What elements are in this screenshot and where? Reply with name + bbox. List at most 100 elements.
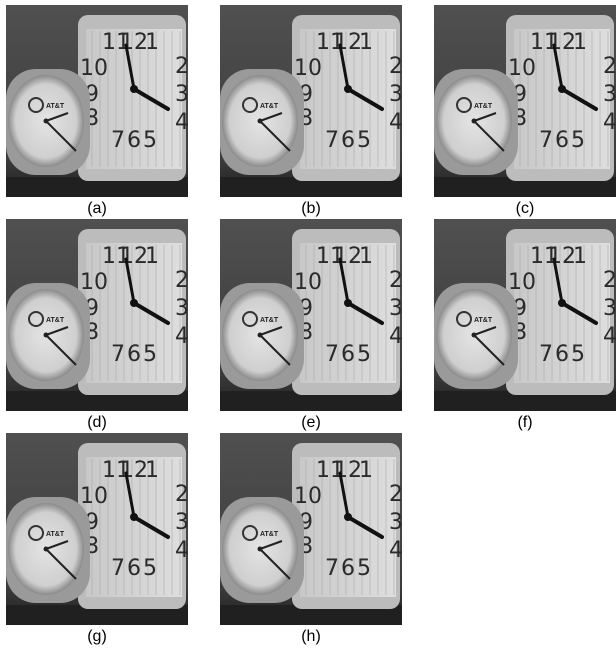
clock-numeral: 7	[111, 128, 125, 153]
small-hub	[258, 119, 263, 124]
clock-numeral: 1	[573, 244, 587, 269]
clock-logo: AT&T	[46, 531, 65, 538]
clock-numeral: 12	[334, 458, 362, 483]
clock-numeral: 5	[571, 342, 585, 367]
clock-logo: AT&T	[260, 317, 279, 324]
clock-numeral: 3	[175, 82, 189, 107]
clock-numeral: 3	[389, 296, 403, 321]
clock-numeral: 6	[341, 342, 355, 367]
clock-numeral: 5	[143, 128, 157, 153]
panel-caption: (d)	[87, 414, 107, 431]
clock-numeral: 1	[573, 30, 587, 55]
clock-numeral: 7	[111, 556, 125, 581]
clock-numeral: 6	[127, 342, 141, 367]
hand-hub	[130, 299, 138, 307]
panel: 111212345678910AT&T(g)	[6, 433, 189, 645]
clock-logo: AT&T	[474, 103, 493, 110]
clock-numeral: 4	[175, 538, 189, 563]
clock-numeral: 5	[143, 556, 157, 581]
hand-hub	[344, 299, 352, 307]
clock-numeral: 7	[325, 128, 339, 153]
small-hub	[44, 119, 49, 124]
clock-numeral: 1	[359, 458, 373, 483]
clock-numeral: 10	[294, 484, 322, 509]
clock-numeral: 10	[508, 270, 536, 295]
clock-numeral: 2	[603, 54, 616, 79]
hand-hub	[558, 85, 566, 93]
clock-numeral: 10	[80, 56, 108, 81]
clock-numeral: 12	[334, 30, 362, 55]
hand-hub	[130, 85, 138, 93]
clock-numeral: 4	[389, 110, 403, 135]
small-hub	[44, 547, 49, 552]
panel-caption: (h)	[301, 628, 321, 645]
clock-numeral: 1	[359, 244, 373, 269]
hand-hub	[558, 299, 566, 307]
clock-numeral: 6	[127, 556, 141, 581]
clock-logo: AT&T	[260, 531, 279, 538]
clock-numeral: 5	[357, 556, 371, 581]
clock-numeral: 12	[548, 30, 576, 55]
clock-numeral: 5	[571, 128, 585, 153]
clock-numeral: 5	[357, 128, 371, 153]
clock-numeral: 3	[603, 296, 616, 321]
clock-numeral: 7	[111, 342, 125, 367]
clock-numeral: 3	[175, 296, 189, 321]
clock-numeral: 7	[325, 556, 339, 581]
panel-caption: (e)	[301, 414, 321, 431]
clock-numeral: 7	[539, 342, 553, 367]
clock-numeral: 3	[175, 510, 189, 535]
clock-numeral: 12	[334, 244, 362, 269]
panel-caption: (c)	[516, 200, 535, 217]
clock-numeral: 2	[175, 268, 189, 293]
panel-caption: (b)	[301, 200, 321, 217]
clock-numeral: 10	[294, 270, 322, 295]
panel-caption: (g)	[87, 628, 107, 645]
clock-numeral: 1	[145, 30, 159, 55]
clock-numeral: 4	[175, 110, 189, 135]
clock-numeral: 4	[175, 324, 189, 349]
panel-caption: (f)	[517, 414, 532, 431]
clock-numeral: 1	[359, 30, 373, 55]
clock-numeral: 3	[389, 82, 403, 107]
clock-numeral: 2	[389, 482, 403, 507]
clock-numeral: 2	[603, 268, 616, 293]
small-hub	[258, 333, 263, 338]
figure: 111212345678910AT&T(a)111212345678910AT&…	[0, 0, 616, 659]
clock-numeral: 1	[145, 244, 159, 269]
clock-numeral: 4	[389, 538, 403, 563]
clock-numeral: 4	[603, 324, 616, 349]
small-hub	[258, 547, 263, 552]
clock-numeral: 12	[120, 30, 148, 55]
hand-hub	[344, 513, 352, 521]
panel-caption: (a)	[87, 200, 107, 217]
clock-numeral: 3	[389, 510, 403, 535]
clock-numeral: 5	[357, 342, 371, 367]
clock-numeral: 10	[80, 484, 108, 509]
clock-numeral: 10	[294, 56, 322, 81]
small-hub	[472, 333, 477, 338]
hand-hub	[344, 85, 352, 93]
clock-numeral: 5	[143, 342, 157, 367]
clock-numeral: 6	[341, 556, 355, 581]
clock-numeral: 12	[548, 244, 576, 269]
clock-numeral: 6	[555, 342, 569, 367]
clock-numeral: 7	[325, 342, 339, 367]
clock-numeral: 10	[508, 56, 536, 81]
small-hub	[472, 119, 477, 124]
clock-numeral: 4	[389, 324, 403, 349]
clock-numeral: 2	[389, 268, 403, 293]
clock-logo: AT&T	[46, 317, 65, 324]
clock-numeral: 2	[175, 482, 189, 507]
clock-numeral: 4	[603, 110, 616, 135]
hand-hub	[130, 513, 138, 521]
clock-numeral: 10	[80, 270, 108, 295]
clock-numeral: 1	[145, 458, 159, 483]
clock-numeral: 6	[341, 128, 355, 153]
clock-numeral: 12	[120, 458, 148, 483]
